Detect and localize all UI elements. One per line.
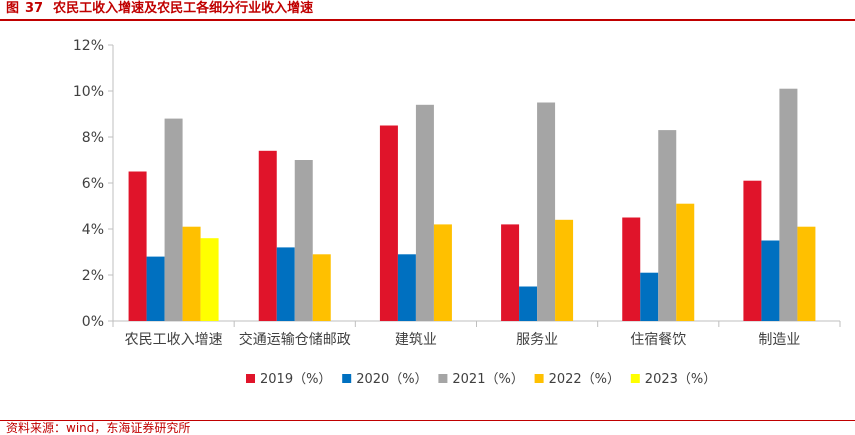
- bar-2021-4: [658, 130, 677, 321]
- bar-2021-5: [779, 88, 798, 321]
- legend-swatch: [246, 374, 255, 383]
- x-category-label: 交通运输仓储邮政: [239, 331, 351, 348]
- bar-2019-3: [501, 224, 520, 321]
- bar-2022-3: [555, 219, 574, 321]
- legend-swatch: [534, 374, 544, 383]
- figure-number: 37: [25, 1, 44, 16]
- figure-title-text: 农民工收入增速及农民工各细分行业收入增速: [53, 1, 314, 16]
- bar-2021-3: [537, 102, 556, 321]
- figure-label: 图: [6, 1, 20, 16]
- bar-2020-1: [276, 247, 295, 321]
- x-category-label: 制造业: [758, 332, 800, 348]
- bar-2019-4: [622, 217, 641, 321]
- bar-2022-2: [433, 224, 452, 321]
- source-note: 资料来源：wind，东海证券研究所: [6, 421, 191, 435]
- figure-title: 图 37 农民工收入增速及农民工各细分行业收入增速: [6, 0, 313, 20]
- legend-swatch: [438, 374, 448, 383]
- x-category-label: 建筑业: [395, 332, 437, 348]
- bar-2020-5: [761, 240, 780, 321]
- y-tick-label: 0%: [82, 314, 104, 330]
- top-rule: [0, 19, 855, 21]
- bar-2020-2: [397, 254, 416, 321]
- bar-2022-5: [797, 226, 816, 321]
- y-tick-label: 6%: [82, 176, 104, 192]
- bar-2019-1: [258, 150, 277, 321]
- x-category-label: 农民工收入增速: [125, 332, 223, 348]
- bar-chart: 0% 2% 4% 6% 8% 10% 12% 农民工收入增速 交通运输仓储邮政 建筑业 服务业 住宿餐…: [73, 38, 841, 387]
- bar-2020-4: [640, 272, 659, 321]
- y-tick-label: 12%: [73, 38, 104, 54]
- bar-2023-0: [200, 238, 219, 321]
- bar-2020-3: [519, 286, 538, 321]
- bar-2022-4: [676, 203, 695, 321]
- legend-swatch: [342, 374, 352, 383]
- y-tick-label: 2%: [82, 268, 104, 284]
- legend-label: 2023（%）: [645, 372, 716, 387]
- bar-2021-1: [294, 160, 313, 321]
- bar-2019-2: [379, 125, 398, 321]
- bar-2019-5: [743, 180, 762, 321]
- legend-label: 2020（%）: [356, 372, 427, 387]
- x-category-label: 住宿餐饮: [630, 331, 686, 348]
- bar-2021-2: [415, 104, 434, 321]
- x-category-label: 服务业: [516, 332, 558, 348]
- legend-label: 2019（%）: [260, 372, 331, 387]
- y-tick-label: 10%: [73, 84, 104, 100]
- legend-label: 2022（%）: [549, 372, 620, 387]
- legend-swatch: [630, 374, 640, 383]
- bar-2022-1: [312, 254, 331, 321]
- y-tick-label: 8%: [82, 130, 104, 146]
- bar-2019-0: [128, 171, 147, 321]
- bar-2022-0: [182, 226, 201, 321]
- y-tick-label: 4%: [82, 222, 104, 238]
- legend-label: 2021（%）: [452, 372, 523, 387]
- bottom-rule: [0, 420, 855, 421]
- bar-2021-0: [164, 118, 183, 321]
- bar-2020-0: [146, 256, 165, 321]
